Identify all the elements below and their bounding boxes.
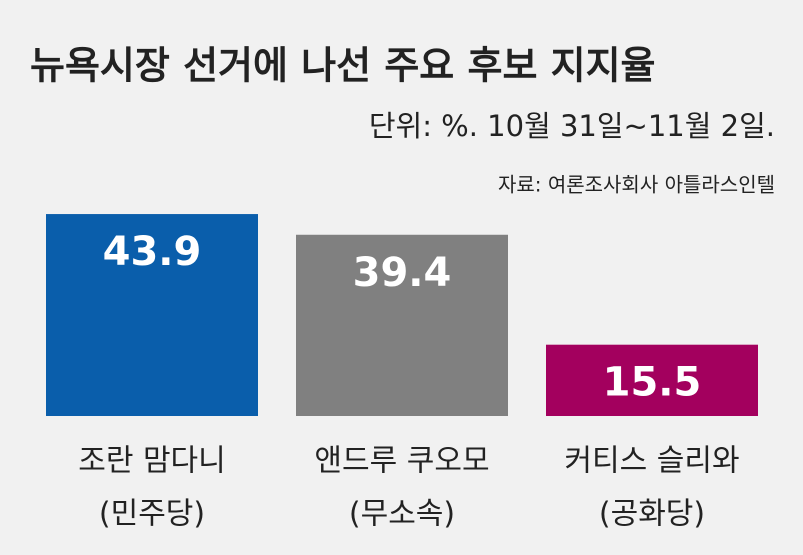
bar — [46, 214, 258, 416]
bar — [546, 344, 758, 416]
bar — [296, 234, 508, 416]
value-label: 43.9 — [103, 229, 202, 275]
chart-subtitle: 단위: %. 10월 31일~11월 2일. — [369, 109, 775, 143]
category-label: 커티스 슬리와 — [564, 444, 739, 479]
category-label: 앤드루 쿠오모 — [314, 444, 489, 479]
chart-source: 자료: 여론조사회사 아틀라스인텔 — [498, 173, 775, 197]
category-sublabel: (공화당) — [599, 497, 705, 532]
category-sublabel: (무소속) — [349, 497, 455, 532]
chart-title: 뉴욕시장 선거에 나선 주요 후보 지지율 — [30, 44, 656, 88]
category-sublabel: (민주당) — [99, 497, 205, 532]
value-label: 15.5 — [603, 360, 702, 406]
category-label: 조란 맘다니 — [78, 444, 226, 479]
value-label: 39.4 — [353, 250, 452, 296]
